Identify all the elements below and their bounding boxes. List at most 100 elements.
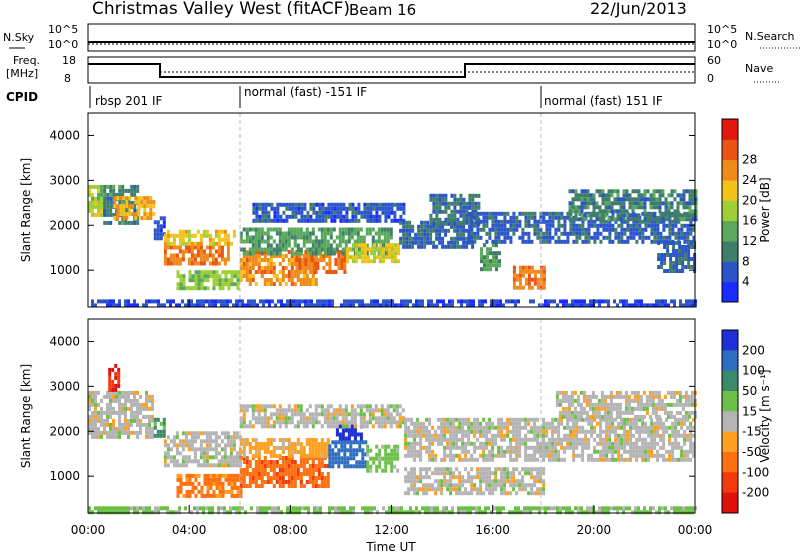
velocity-echo-cell — [287, 464, 291, 468]
power-echo-cell — [339, 206, 343, 211]
power-echo-cell — [432, 244, 436, 249]
velocity-echo-cell — [455, 445, 459, 450]
velocity-echo-cell — [314, 484, 318, 488]
power-echo-cell — [281, 278, 285, 282]
velocity-echo-cell — [214, 447, 218, 452]
velocity-echo-cell — [179, 473, 183, 478]
power-echo-cell — [276, 218, 280, 223]
power-echo-cell — [248, 282, 252, 286]
power-echo-cell — [202, 299, 205, 304]
power-echo-cell — [278, 239, 282, 244]
velocity-echo-cell — [605, 421, 609, 426]
velocity-echo-cell — [223, 447, 227, 452]
velocity-echo-cell — [205, 451, 209, 456]
power-echo-cell — [221, 278, 225, 283]
velocity-echo-cell — [278, 420, 282, 425]
velocity-echo-cell — [188, 477, 192, 482]
power-echo-cell — [382, 251, 385, 256]
power-echo-cell — [499, 299, 502, 304]
power-echo-cell — [317, 239, 321, 244]
velocity-echo-cell — [266, 420, 270, 425]
power-echo-cell — [254, 254, 258, 258]
velocity-echo-cell — [296, 442, 300, 446]
power-echo-cell — [310, 254, 314, 258]
power-echo-cell — [614, 219, 618, 224]
velocity-echo-cell — [88, 426, 91, 431]
power-echo-cell — [652, 213, 656, 218]
power-echo-cell — [518, 265, 522, 270]
velocity-echo-cell — [127, 422, 130, 427]
power-echo-cell — [324, 206, 328, 211]
velocity-echo-cell — [202, 431, 206, 436]
velocity-echo-cell — [187, 443, 191, 448]
power-echo-cell — [659, 231, 663, 236]
velocity-echo-cell — [239, 493, 243, 498]
power-echo-cell — [172, 261, 176, 266]
power-echo-cell — [622, 193, 626, 198]
power-echo-cell — [266, 235, 270, 240]
velocity-echo-cell — [338, 408, 342, 413]
velocity-echo-cell — [567, 410, 571, 415]
velocity-echo-cell — [657, 406, 661, 411]
power-echo-cell — [254, 231, 258, 236]
velocity-echo-cell — [578, 417, 582, 422]
velocity-echo-cell — [109, 434, 112, 439]
velocity-echo-cell — [434, 429, 438, 434]
power-echo-cell — [268, 303, 271, 308]
power-echo-cell — [616, 217, 620, 222]
power-echo-cell — [641, 227, 645, 232]
velocity-echo-cell — [591, 406, 595, 411]
power-echo-cell — [322, 303, 325, 308]
power-echo-cell — [305, 227, 309, 232]
velocity-echo-cell — [404, 429, 408, 434]
velocity-echo-cell — [609, 402, 613, 407]
power-echo-cell — [563, 215, 567, 220]
velocity-echo-cell — [341, 420, 345, 425]
velocity-echo-cell — [626, 441, 630, 446]
power-echo-cell — [435, 232, 439, 237]
velocity-echo-cell — [308, 412, 312, 417]
power-echo-cell — [181, 253, 185, 258]
power-echo-cell — [640, 193, 644, 198]
velocity-echo-cell — [118, 422, 121, 427]
power-echo-cell — [631, 213, 635, 218]
velocity-echo-cell — [188, 473, 192, 478]
velocity-echo-cell — [278, 476, 282, 480]
power-echo-cell — [646, 197, 650, 202]
velocity-echo-cell — [422, 433, 426, 438]
power-echo-cell — [563, 219, 567, 224]
power-echo-cell — [436, 303, 439, 308]
power-echo-cell — [233, 270, 237, 275]
velocity-echo-cell — [254, 480, 258, 484]
power-echo-cell — [272, 227, 276, 232]
power-echo-cell — [272, 239, 276, 244]
velocity-echo-cell — [651, 402, 655, 407]
velocity-echo-cell — [290, 412, 294, 417]
power-echo-cell — [239, 270, 243, 274]
velocity-echo-cell — [338, 404, 342, 409]
power-echo-cell — [583, 299, 586, 304]
power-echo-cell — [214, 303, 217, 308]
velocity-echo-cell — [172, 435, 176, 440]
power-echo-cell — [314, 282, 318, 286]
power-echo-cell — [632, 219, 636, 224]
power-echo-cell — [470, 215, 474, 220]
power-echo-cell — [338, 235, 342, 240]
velocity-echo-cell — [660, 402, 664, 407]
power-echo-cell — [275, 247, 279, 252]
velocity-echo-cell — [407, 487, 411, 492]
velocity-echo-cell — [618, 402, 622, 407]
velocity-echo-cell — [659, 417, 663, 422]
power-echo-cell — [438, 201, 442, 206]
power-echo-cell — [109, 212, 113, 217]
power-echo-cell — [263, 247, 267, 252]
velocity-echo-cell — [630, 398, 634, 403]
power-echo-cell — [418, 303, 421, 308]
power-echo-cell — [337, 254, 341, 258]
velocity-echo-cell — [387, 452, 391, 457]
velocity-echo-cell — [627, 402, 631, 407]
power-echo-cell — [366, 210, 370, 215]
power-echo-cell — [245, 254, 249, 258]
velocity-echo-cell — [197, 489, 201, 494]
velocity-echo-cell — [323, 416, 327, 421]
